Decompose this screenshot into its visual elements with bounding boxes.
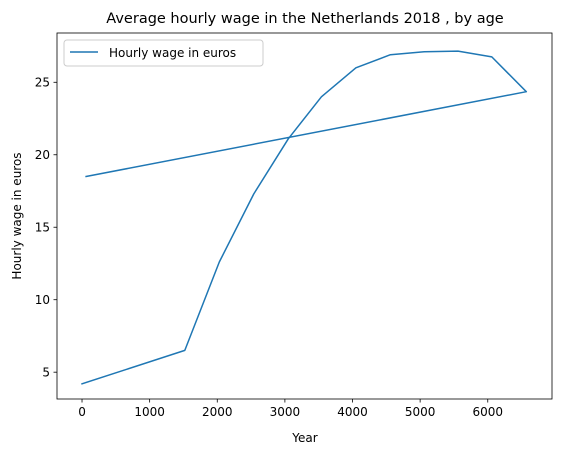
x-axis: 0 1000 2000 3000 4000 5000 6000 [78,399,503,419]
chart-title: Average hourly wage in the Netherlands 2… [106,11,504,27]
plot-area [57,33,552,399]
plot-frame [56,32,553,400]
x-tick-label: 2000 [202,405,233,419]
legend: Hourly wage in euros [63,39,264,67]
y-tick-label: 15 [35,220,50,234]
x-tick-label: 3000 [270,405,301,419]
x-tick-label: 4000 [337,405,368,419]
y-tick-label: 20 [35,148,50,162]
y-tick-label: 10 [35,293,50,307]
x-tick-label: 0 [78,405,86,419]
series-layer [81,50,528,385]
series-line [81,50,528,385]
legend-label: Hourly wage in euros [109,46,236,60]
x-tick-label: 6000 [472,405,503,419]
y-axis-label: Hourly wage in euros [10,152,24,279]
y-axis: 5 10 15 20 25 [35,75,57,379]
y-tick-label: 25 [35,75,50,89]
x-tick-label: 5000 [405,405,436,419]
y-tick-label: 5 [42,365,50,379]
x-axis-label: Year [291,431,317,445]
x-tick-label: 1000 [134,405,165,419]
legend-box [63,39,264,67]
